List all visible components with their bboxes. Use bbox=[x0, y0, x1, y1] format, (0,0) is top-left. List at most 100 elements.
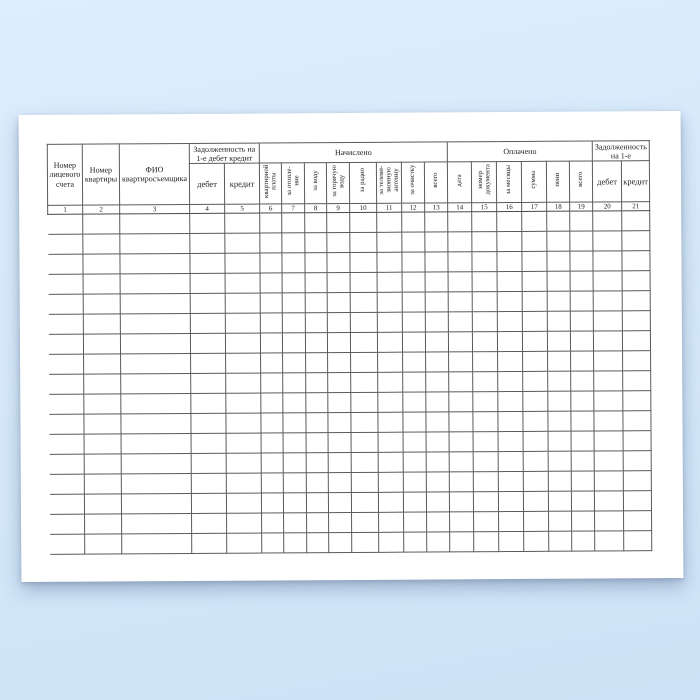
empty-cell bbox=[350, 292, 378, 313]
empty-cell bbox=[49, 534, 85, 555]
empty-cell bbox=[547, 291, 571, 312]
empty-cell bbox=[281, 252, 306, 273]
empty-cell bbox=[447, 211, 472, 232]
col-header-paid-total: всего bbox=[569, 161, 593, 203]
empty-cell bbox=[522, 311, 548, 332]
empty-cell bbox=[260, 272, 283, 294]
empty-cell bbox=[191, 513, 227, 534]
empty-cell bbox=[49, 494, 85, 515]
empty-cell bbox=[225, 393, 261, 414]
empty-cell bbox=[349, 212, 377, 233]
empty-cell bbox=[378, 432, 404, 453]
empty-cell bbox=[571, 511, 595, 532]
empty-cell bbox=[260, 372, 283, 394]
column-number: 11 bbox=[376, 203, 402, 213]
empty-cell bbox=[283, 472, 307, 493]
empty-cell bbox=[283, 532, 307, 553]
empty-cell bbox=[471, 211, 497, 232]
empty-cell bbox=[83, 293, 121, 315]
empty-cell bbox=[306, 432, 329, 453]
empty-cell bbox=[623, 510, 652, 531]
col-header-account-number: Номер лицевого счета bbox=[47, 144, 83, 206]
empty-cell bbox=[448, 391, 473, 412]
empty-cell bbox=[521, 231, 547, 252]
empty-cell bbox=[47, 254, 84, 275]
empty-cell bbox=[593, 330, 623, 352]
column-number: 10 bbox=[349, 203, 377, 213]
empty-cell bbox=[328, 432, 352, 453]
empty-cell bbox=[593, 290, 623, 312]
empty-cell bbox=[327, 412, 352, 433]
empty-cell bbox=[571, 451, 595, 472]
empty-cell bbox=[570, 351, 594, 372]
empty-cell bbox=[328, 452, 352, 473]
empty-cell bbox=[449, 491, 474, 512]
empty-cell bbox=[225, 413, 262, 434]
empty-cell bbox=[328, 532, 352, 553]
empty-cell bbox=[426, 531, 450, 553]
empty-cell bbox=[548, 511, 572, 532]
col-header-date: дата bbox=[447, 161, 472, 203]
empty-cell bbox=[425, 291, 449, 313]
empty-cell bbox=[497, 391, 523, 412]
empty-cell bbox=[191, 453, 227, 474]
empty-cell bbox=[593, 410, 624, 432]
empty-cell bbox=[403, 492, 427, 513]
empty-cell bbox=[569, 211, 593, 232]
column-number: 17 bbox=[521, 202, 547, 212]
empty-cell bbox=[349, 232, 377, 253]
empty-cell bbox=[522, 351, 548, 372]
column-number: 18 bbox=[546, 202, 570, 212]
empty-cell bbox=[190, 333, 226, 354]
empty-cell bbox=[378, 452, 404, 473]
empty-cell bbox=[120, 393, 191, 414]
empty-cell bbox=[426, 431, 450, 453]
empty-cell bbox=[593, 270, 623, 292]
empty-cell bbox=[569, 251, 594, 272]
empty-cell bbox=[259, 232, 282, 254]
empty-cell bbox=[349, 252, 378, 273]
empty-cell bbox=[260, 332, 283, 354]
empty-cell bbox=[261, 472, 284, 494]
empty-cell bbox=[449, 511, 474, 532]
empty-cell bbox=[351, 492, 379, 513]
empty-cell bbox=[546, 211, 570, 232]
empty-cell bbox=[403, 432, 427, 453]
empty-cell bbox=[261, 452, 284, 474]
empty-cell bbox=[425, 411, 450, 433]
empty-cell bbox=[449, 431, 474, 452]
empty-cell bbox=[377, 332, 403, 353]
empty-cell bbox=[523, 491, 549, 512]
empty-cell bbox=[401, 212, 425, 233]
col-header-months: за месяцы bbox=[496, 161, 522, 203]
empty-cell bbox=[283, 452, 307, 473]
empty-cell bbox=[83, 313, 121, 335]
empty-cell bbox=[351, 432, 379, 453]
empty-cell bbox=[622, 270, 651, 291]
empty-cell bbox=[282, 372, 306, 393]
empty-cell bbox=[119, 233, 190, 254]
empty-cell bbox=[121, 513, 192, 534]
empty-cell bbox=[190, 313, 226, 334]
empty-cell bbox=[497, 311, 523, 332]
empty-cell bbox=[571, 491, 595, 512]
empty-cell bbox=[472, 271, 498, 292]
empty-cell bbox=[226, 453, 262, 474]
empty-cell bbox=[326, 252, 351, 273]
empty-cell bbox=[328, 472, 352, 493]
empty-cell bbox=[119, 253, 191, 274]
empty-cell bbox=[305, 292, 328, 313]
empty-cell bbox=[448, 291, 473, 312]
empty-cell bbox=[522, 331, 548, 352]
empty-cell bbox=[260, 412, 284, 434]
empty-cell bbox=[281, 232, 305, 253]
empty-cell bbox=[448, 411, 474, 432]
empty-cell bbox=[569, 231, 593, 252]
empty-cell bbox=[592, 210, 622, 232]
empty-cell bbox=[48, 414, 85, 435]
group-header-accrued: Начислено bbox=[259, 141, 448, 164]
empty-cell bbox=[83, 373, 121, 395]
empty-cell bbox=[402, 412, 427, 433]
empty-cell bbox=[622, 310, 651, 331]
empty-cell bbox=[472, 291, 498, 312]
